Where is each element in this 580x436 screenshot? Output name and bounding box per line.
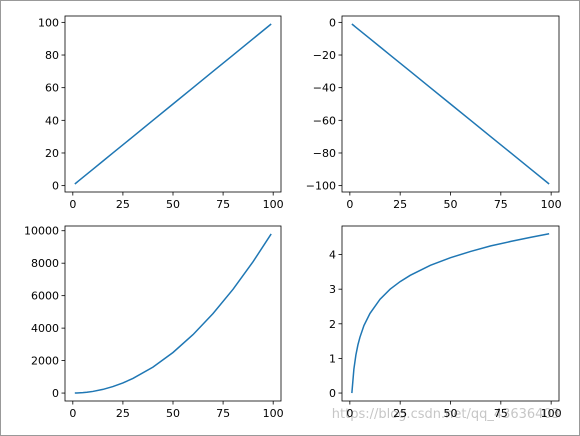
- x-tick-label: 0: [346, 407, 353, 420]
- y-tick-label: 2000: [31, 355, 59, 368]
- y-tick-label: 1: [329, 352, 336, 365]
- y-tick-label: 6000: [31, 290, 59, 303]
- x-tick-label: 50: [444, 407, 458, 420]
- y-tick-label: 40: [45, 114, 59, 127]
- y-tick-label: 0: [52, 180, 59, 193]
- y-tick-label: 3: [329, 283, 336, 296]
- y-tick-label: 0: [329, 387, 336, 400]
- y-tick-label: 10000: [24, 225, 59, 238]
- y-tick-label: 8000: [31, 257, 59, 270]
- line: [74, 233, 272, 394]
- y-tick-label: 4000: [31, 322, 59, 335]
- y-tick-label: 80: [45, 49, 59, 62]
- x-tick-label: 75: [216, 407, 230, 420]
- x-tick-label: 100: [541, 407, 562, 420]
- y-tick-label: −80: [313, 147, 336, 160]
- y-tick-label: 4: [329, 249, 336, 262]
- line: [351, 23, 550, 185]
- x-tick-label: 100: [263, 198, 284, 211]
- x-tick-label: 25: [116, 198, 130, 211]
- x-tick-label: 0: [69, 198, 76, 211]
- x-tick-label: 25: [393, 407, 407, 420]
- x-tick-label: 25: [116, 407, 130, 420]
- x-tick-label: 50: [166, 198, 180, 211]
- y-tick-label: −60: [313, 114, 336, 127]
- x-tick-label: 75: [494, 198, 508, 211]
- x-tick-label: 100: [541, 198, 562, 211]
- y-tick-label: 20: [45, 147, 59, 160]
- y-tick-label: −40: [313, 82, 336, 95]
- watermark: https://blog.csdn.net/qq_43636403: [332, 407, 560, 422]
- line: [74, 23, 272, 185]
- line: [351, 233, 550, 394]
- y-tick-label: 0: [52, 387, 59, 400]
- y-tick-label: 60: [45, 82, 59, 95]
- x-tick-label: 75: [494, 407, 508, 420]
- x-tick-label: 50: [166, 407, 180, 420]
- y-tick-label: −20: [313, 49, 336, 62]
- y-tick-label: −100: [306, 180, 336, 193]
- x-tick-label: 75: [216, 198, 230, 211]
- y-tick-label: 100: [38, 16, 59, 29]
- x-tick-label: 0: [346, 198, 353, 211]
- x-tick-label: 25: [393, 198, 407, 211]
- x-tick-label: 0: [69, 407, 76, 420]
- x-tick-label: 100: [263, 407, 284, 420]
- y-tick-label: 0: [329, 16, 336, 29]
- y-tick-label: 2: [329, 318, 336, 331]
- x-tick-label: 50: [444, 198, 458, 211]
